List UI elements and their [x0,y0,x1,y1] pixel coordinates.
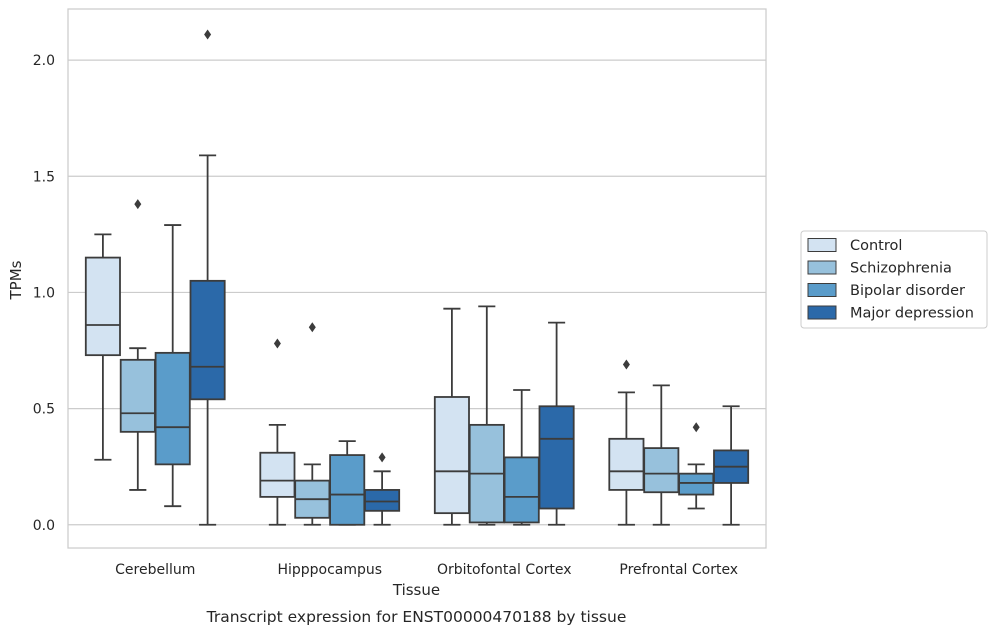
legend-swatch [807,305,837,320]
series-major-depression [189,29,750,526]
x-tick-labels: Cerebellum Hipppocampus Orbitofontal Corte… [115,562,738,578]
box [189,29,226,526]
box [329,440,366,526]
box [538,321,575,526]
box [84,233,121,461]
box-iqr [364,489,401,512]
box [154,224,191,508]
box-iqr [608,437,645,491]
box [678,422,715,510]
legend-label: Bipolar disorder [850,283,965,299]
outlier-point [692,422,700,433]
box-iqr [259,451,296,498]
plot-frame [67,8,767,549]
legend-frame [800,230,988,329]
legend-swatch [807,283,837,297]
y-tick-label: 2.0 [33,53,55,69]
box-iqr [433,396,470,515]
chart-caption: Transcript expression for ENST0000047018… [206,608,627,626]
series-control [84,233,645,526]
x-tick-label: Hipppocampus [277,562,382,578]
box-iqr [643,447,680,494]
box [643,384,680,526]
box-iqr [538,405,575,510]
box [364,452,401,526]
y-axis-label: TPMs [7,260,25,300]
box-iqr [154,351,191,466]
box [433,307,470,526]
box-iqr [84,256,121,357]
box [119,199,156,491]
outlier-point [134,199,142,210]
series-bipolar-disorder [154,224,715,526]
x-tick-label: Prefrontal Cortex [619,562,738,578]
legend: Control Schizophrenia Bipolar disorder Majo… [800,230,988,329]
outlier-point [622,359,630,370]
x-tick-label: Orbitofontal Cortex [437,562,572,578]
box [468,305,505,526]
y-tick-label: 0.5 [33,402,55,418]
outlier-point [273,338,281,349]
outlier-point [378,452,386,463]
box [713,405,750,526]
box-iqr [189,279,226,401]
legend-swatch [807,238,837,252]
outlier-point [204,29,212,40]
box-plot-series [84,29,750,526]
y-tick-label: 1.0 [33,285,55,301]
box-iqr [119,358,156,433]
outlier-point [308,322,316,333]
legend-label: Control [850,238,902,254]
box-iqr [329,454,366,526]
legend-label: Major depression [850,306,974,322]
legend-label: Schizophrenia [850,261,952,277]
y-tick-labels: 0.0 0.5 1.0 1.5 2.0 [33,53,55,534]
box [503,389,540,526]
box [608,359,645,526]
y-tick-label: 1.5 [33,169,55,185]
x-tick-label: Cerebellum [115,562,195,578]
y-tick-label: 0.0 [33,518,55,534]
x-axis-label: Tissue [392,581,440,599]
box-iqr [678,472,715,496]
legend-swatch [807,260,837,275]
box [294,322,331,526]
series-schizophrenia [119,199,680,526]
box [259,338,296,526]
box-iqr [503,456,540,524]
